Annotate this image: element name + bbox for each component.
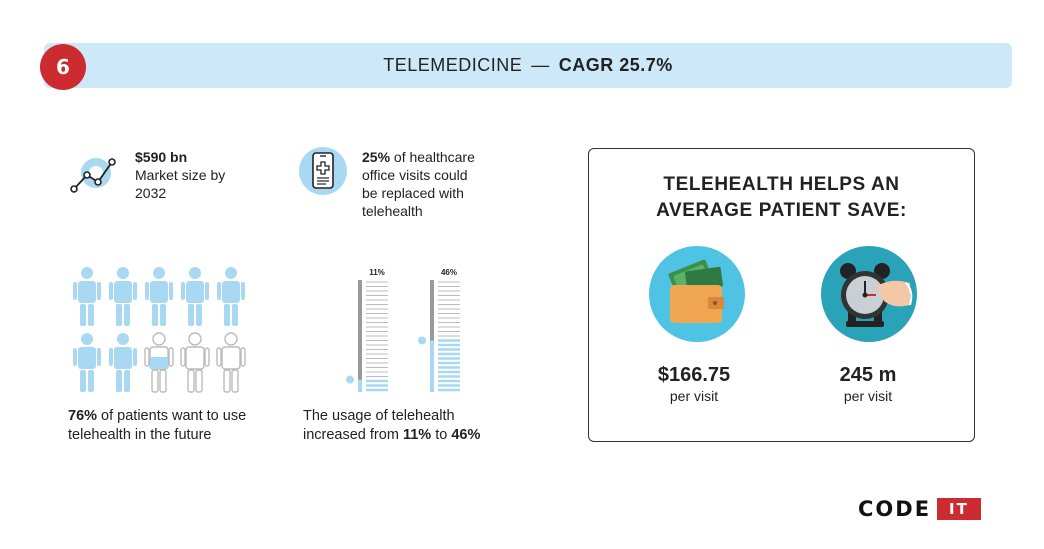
page-title: TELEMEDICINE — CAGR 25.7% <box>44 43 1012 88</box>
wallet-money-icon <box>649 246 745 342</box>
usage-line1: The usage of telehealth <box>303 408 455 424</box>
usage-bar-label: 11% <box>369 268 385 277</box>
patients-percent: 76% <box>68 408 98 424</box>
patients-line1: of patients want to use <box>97 408 247 424</box>
usage-line2: increased from <box>303 427 403 443</box>
title-text: TELEMEDICINE <box>383 55 523 75</box>
usage-bar-track <box>358 280 362 392</box>
person-highlighted <box>73 333 101 392</box>
section-number-badge: 6 <box>40 44 86 90</box>
logo-code-text: CODE <box>858 497 932 521</box>
savings-amount-time: 245 m <box>839 364 897 386</box>
phone-medical-icon <box>299 147 347 195</box>
visits-line3: be replaced with <box>362 185 464 201</box>
savings-amount-money: $166.75 <box>657 364 731 386</box>
logo-it-text: IT <box>937 498 981 520</box>
visits-line1: of healthcare <box>390 149 475 165</box>
usage-bar-marker <box>346 375 354 384</box>
person-outline <box>216 332 246 393</box>
person-partial-fill <box>150 357 168 369</box>
patients-line2: telehealth in the future <box>68 427 212 443</box>
usage-from: 11% <box>402 427 432 443</box>
savings-unit-time: per visit <box>843 388 893 404</box>
savings-title: TELEHEALTH HELPS AN AVERAGE PATIENT SAVE… <box>588 172 975 224</box>
line-chart-icon <box>70 158 116 193</box>
savings-unit-money: per visit <box>669 388 719 404</box>
market-size-stat: $590 bn Market size by 2032 <box>135 148 225 202</box>
market-size-line2: 2032 <box>135 185 167 201</box>
usage-bar-fill <box>430 340 434 392</box>
visits-percent: 25% <box>362 149 391 165</box>
savings-title-line1: TELEHEALTH HELPS AN <box>663 174 900 195</box>
header-banner <box>44 43 1012 88</box>
visits-stat: 25% of healthcare office visits could be… <box>362 148 475 220</box>
usage-to: 46% <box>451 427 481 443</box>
usage-bars: 11% 46% <box>346 268 460 392</box>
title-dash: — <box>531 55 550 75</box>
savings-box <box>588 148 975 442</box>
visits-line2: office visits could <box>362 167 468 183</box>
person-highlighted <box>145 267 173 326</box>
person-highlighted <box>109 267 137 326</box>
market-size-line1: Market size by <box>135 167 226 183</box>
market-size-value: $590 bn <box>135 149 188 165</box>
code-it-logo: CODE IT <box>858 497 981 521</box>
savings-title-line2: AVERAGE PATIENT SAVE: <box>656 200 907 221</box>
usage-bar-marker <box>418 336 426 345</box>
usage-bar-label: 46% <box>441 268 457 277</box>
usage-bar-track <box>430 280 434 392</box>
patients-pictogram <box>73 267 246 393</box>
person-outline <box>180 332 210 393</box>
visits-line4: telehealth <box>362 203 423 219</box>
cagr-text: CAGR 25.7% <box>558 55 673 75</box>
usage-bar-fill <box>358 379 362 392</box>
usage-to-word: to <box>431 427 452 443</box>
person-highlighted <box>109 333 137 392</box>
alarm-clock-icon <box>821 246 917 342</box>
person-highlighted <box>217 267 245 326</box>
patients-caption: 76% of patients want to use telehealth i… <box>68 407 246 445</box>
person-highlighted <box>73 267 101 326</box>
usage-caption: The usage of telehealth increased from 1… <box>303 407 480 445</box>
person-highlighted <box>181 267 209 326</box>
